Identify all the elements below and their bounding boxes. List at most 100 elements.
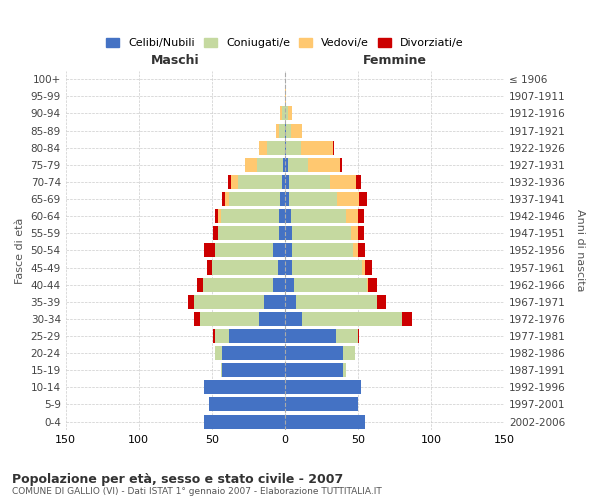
Bar [212, 260, 278, 274]
Bar [245, 158, 257, 172]
Bar [205, 414, 285, 428]
Bar [285, 226, 292, 240]
Bar [292, 226, 350, 240]
Bar [218, 226, 279, 240]
Bar [228, 175, 231, 189]
Bar [289, 175, 330, 189]
Bar [282, 106, 285, 120]
Bar [377, 294, 386, 309]
Bar [285, 124, 286, 138]
Text: Maschi: Maschi [151, 54, 200, 67]
Bar [333, 140, 334, 154]
Bar [285, 106, 288, 120]
Bar [368, 278, 377, 291]
Bar [365, 260, 373, 274]
Bar [205, 380, 285, 394]
Bar [276, 124, 279, 138]
Bar [340, 158, 342, 172]
Bar [283, 158, 285, 172]
Bar [293, 278, 367, 291]
Bar [267, 140, 285, 154]
Y-axis label: Fasce di età: Fasce di età [15, 217, 25, 284]
Bar [285, 175, 289, 189]
Bar [285, 329, 336, 343]
Bar [188, 294, 194, 309]
Bar [280, 192, 285, 206]
Bar [285, 209, 290, 223]
Bar [259, 312, 285, 326]
Bar [286, 124, 290, 138]
Text: Femmine: Femmine [362, 54, 427, 67]
Bar [358, 244, 365, 258]
Bar [296, 294, 377, 309]
Bar [290, 209, 346, 223]
Bar [288, 158, 308, 172]
Bar [285, 363, 343, 377]
Bar [356, 175, 361, 189]
Bar [285, 192, 289, 206]
Bar [358, 209, 364, 223]
Bar [222, 346, 285, 360]
Bar [279, 226, 285, 240]
Bar [259, 140, 267, 154]
Bar [308, 158, 340, 172]
Bar [221, 209, 279, 223]
Bar [265, 294, 285, 309]
Bar [221, 363, 222, 377]
Bar [282, 175, 285, 189]
Bar [285, 346, 343, 360]
Bar [285, 244, 292, 258]
Bar [362, 260, 365, 274]
Bar [292, 260, 362, 274]
Bar [238, 175, 282, 189]
Bar [343, 346, 355, 360]
Bar [218, 209, 221, 223]
Bar [337, 192, 359, 206]
Bar [358, 226, 364, 240]
Bar [197, 278, 203, 291]
Bar [208, 260, 212, 274]
Text: Popolazione per età, sesso e stato civile - 2007: Popolazione per età, sesso e stato civil… [12, 472, 343, 486]
Bar [222, 192, 225, 206]
Bar [215, 244, 273, 258]
Bar [231, 175, 238, 189]
Bar [279, 209, 285, 223]
Bar [336, 329, 358, 343]
Bar [222, 363, 285, 377]
Bar [401, 312, 412, 326]
Bar [346, 209, 358, 223]
Y-axis label: Anni di nascita: Anni di nascita [575, 209, 585, 292]
Bar [289, 192, 337, 206]
Bar [285, 414, 365, 428]
Bar [257, 158, 283, 172]
Bar [200, 312, 259, 326]
Bar [194, 312, 200, 326]
Bar [353, 244, 358, 258]
Bar [367, 278, 368, 291]
Bar [203, 278, 273, 291]
Bar [194, 294, 265, 309]
Text: COMUNE DI GALLIO (VI) - Dati ISTAT 1° gennaio 2007 - Elaborazione TUTTITALIA.IT: COMUNE DI GALLIO (VI) - Dati ISTAT 1° ge… [12, 488, 382, 496]
Bar [278, 260, 285, 274]
Bar [285, 90, 286, 104]
Bar [273, 244, 285, 258]
Bar [285, 398, 358, 411]
Bar [330, 175, 356, 189]
Bar [343, 363, 346, 377]
Bar [225, 192, 229, 206]
Bar [359, 192, 367, 206]
Bar [285, 140, 286, 154]
Bar [273, 278, 285, 291]
Bar [285, 260, 292, 274]
Bar [288, 106, 292, 120]
Bar [280, 106, 282, 120]
Bar [215, 209, 218, 223]
Legend: Celibi/Nubili, Coniugati/e, Vedovi/e, Divorziati/e: Celibi/Nubili, Coniugati/e, Vedovi/e, Di… [101, 33, 468, 52]
Bar [209, 398, 285, 411]
Bar [213, 329, 215, 343]
Bar [205, 244, 215, 258]
Bar [285, 158, 288, 172]
Bar [290, 124, 302, 138]
Bar [350, 226, 358, 240]
Bar [292, 244, 353, 258]
